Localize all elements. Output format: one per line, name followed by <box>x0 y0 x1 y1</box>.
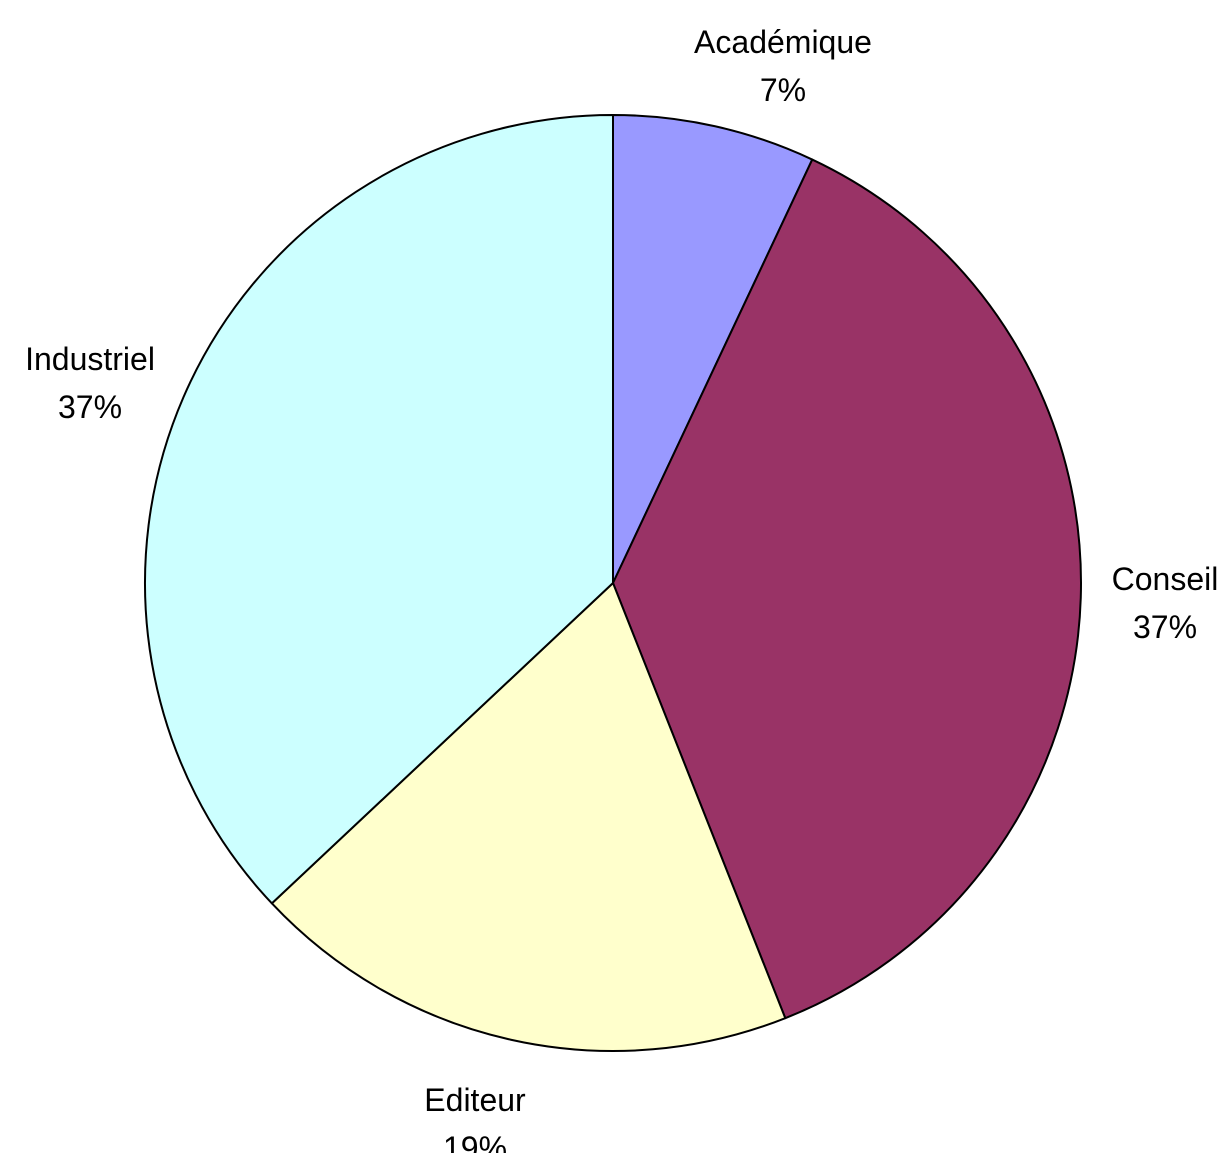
pie-slice-editeur <box>270 582 787 1052</box>
pie-slice-industriel <box>144 114 614 905</box>
slice-label-industriel: Industriel <box>25 341 155 377</box>
slice-percent-academique: 7% <box>760 72 806 108</box>
slice-percent-conseil: 37% <box>1133 609 1197 645</box>
pie-slices <box>144 114 1082 1052</box>
slice-label-conseil: Conseil <box>1112 561 1219 597</box>
pie-labels: Académique 7% Conseil 37% Editeur 19% Industri… <box>25 24 1218 1153</box>
slice-percent-editeur: 19% <box>443 1130 507 1153</box>
pie-slice-conseil <box>612 158 1082 1020</box>
pie-slice-academique <box>612 114 814 584</box>
slice-label-academique: Académique <box>694 24 872 60</box>
slice-percent-industriel: 37% <box>58 389 122 425</box>
slice-label-editeur: Editeur <box>424 1082 526 1118</box>
